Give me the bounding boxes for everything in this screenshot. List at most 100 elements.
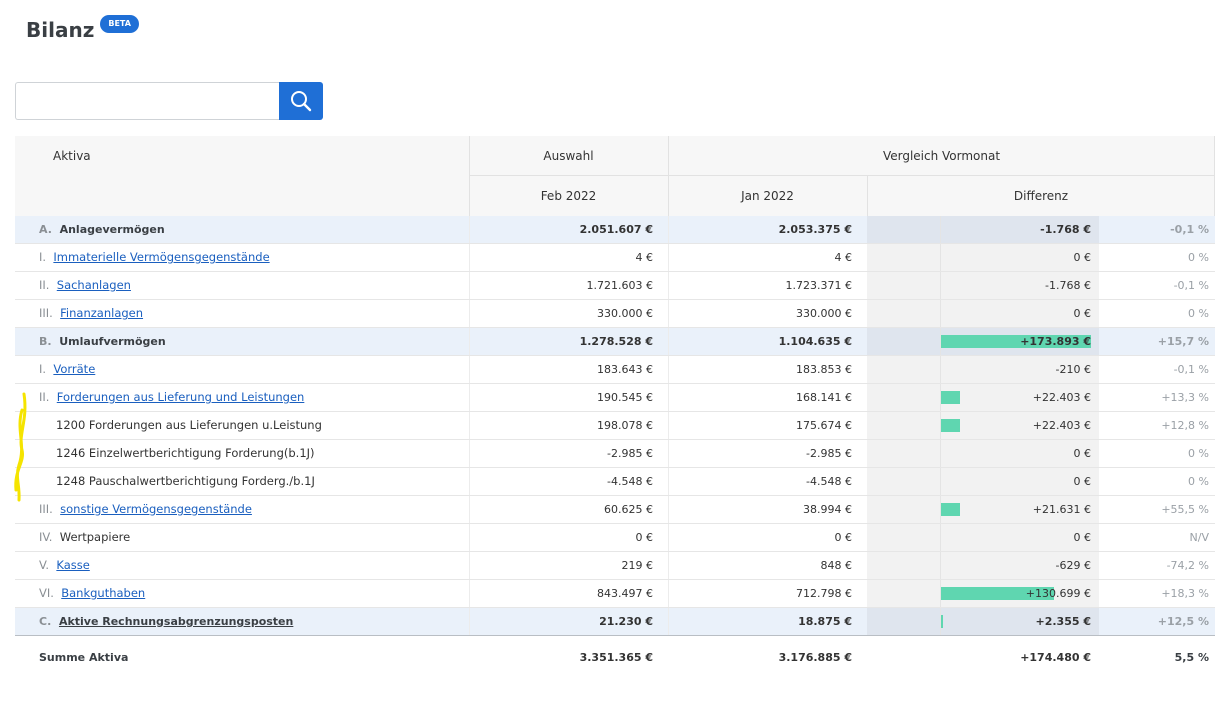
column-divider xyxy=(668,580,669,607)
row-link[interactable]: Kasse xyxy=(56,558,90,572)
value-pct: 0 % xyxy=(1188,475,1209,488)
diff-cell-background xyxy=(867,524,1099,551)
row-number: II. xyxy=(39,390,50,404)
row-label: I. Immaterielle Vermögensgegenstände xyxy=(39,244,270,271)
table-row: I. Immaterielle Vermögensgegenstände 4 € 4… xyxy=(15,244,1215,272)
header-aktiva: Aktiva xyxy=(53,149,91,163)
diff-cell-background xyxy=(867,244,1099,271)
value-feb: 0 € xyxy=(635,531,654,544)
row-text: 1246 Einzelwertberichtigung Forderung(b.… xyxy=(56,446,315,460)
difference-bar xyxy=(941,419,960,432)
column-divider xyxy=(668,608,669,635)
column-divider xyxy=(668,412,669,439)
value-pct: +18,3 % xyxy=(1161,587,1209,600)
row-label: 1246 Einzelwertberichtigung Forderung(b.… xyxy=(56,440,315,467)
value-diff: 0 € xyxy=(1073,251,1092,264)
summary-jan: 3.176.885 € xyxy=(778,651,852,664)
value-feb: 21.230 € xyxy=(599,615,653,628)
row-link[interactable]: Vorräte xyxy=(53,362,96,376)
page-title: Bilanz xyxy=(26,18,95,42)
diff-divider xyxy=(940,216,941,243)
search-icon xyxy=(291,91,312,112)
column-divider xyxy=(668,300,669,327)
row-link[interactable]: Bankguthaben xyxy=(61,586,146,600)
row-number: VI. xyxy=(39,586,54,600)
table-header-bottom: Feb 2022 Jan 2022 Differenz xyxy=(15,176,1215,216)
diff-divider xyxy=(940,384,941,411)
row-label: III. Finanzanlagen xyxy=(39,300,143,327)
diff-cell-background xyxy=(867,608,1099,635)
table-row: 1248 Pauschalwertberichtigung Forderg./b… xyxy=(15,468,1215,496)
highlighter-mark xyxy=(14,392,27,502)
row-link[interactable]: Immaterielle Vermögensgegenstände xyxy=(53,250,270,264)
diff-divider xyxy=(940,300,941,327)
row-link[interactable]: Finanzanlagen xyxy=(60,306,144,320)
row-link[interactable]: sonstige Vermögensgegenstände xyxy=(60,502,252,516)
column-divider xyxy=(668,468,669,495)
row-number: III. xyxy=(39,502,53,516)
value-diff: +21.631 € xyxy=(1032,503,1091,516)
column-divider xyxy=(469,552,470,579)
header-divider xyxy=(867,176,868,216)
header-divider xyxy=(668,136,669,216)
row-number: A. xyxy=(39,223,52,236)
value-jan: 1.104.635 € xyxy=(778,335,852,348)
search-bar xyxy=(15,82,323,120)
table-group-row: C. Aktive Rechnungsabgrenzungsposten 21.2… xyxy=(15,608,1215,636)
table-row: VI. Bankguthaben 843.497 € 712.798 € +130.6… xyxy=(15,580,1215,608)
value-feb: 1.721.603 € xyxy=(586,279,653,292)
value-diff: 0 € xyxy=(1073,475,1092,488)
row-label: A. Anlagevermögen xyxy=(39,216,165,243)
value-jan: 712.798 € xyxy=(796,587,852,600)
column-divider xyxy=(668,356,669,383)
row-label: VI. Bankguthaben xyxy=(39,580,145,607)
column-divider xyxy=(668,552,669,579)
value-feb: 60.625 € xyxy=(604,503,653,516)
diff-cell-background xyxy=(867,412,1099,439)
diff-cell-background xyxy=(867,272,1099,299)
column-divider xyxy=(668,272,669,299)
row-link[interactable]: Aktive Rechnungsabgrenzungsposten xyxy=(58,615,294,628)
summary-pct: 5,5 % xyxy=(1174,651,1209,664)
value-diff: +22.403 € xyxy=(1032,391,1091,404)
search-input[interactable] xyxy=(15,82,279,120)
table-row: III. sonstige Vermögensgegenstände 60.625… xyxy=(15,496,1215,524)
value-pct: -0,1 % xyxy=(1173,363,1209,376)
value-pct: -0,1 % xyxy=(1173,279,1209,292)
value-pct: +13,3 % xyxy=(1161,391,1209,404)
diff-divider xyxy=(940,580,941,607)
diff-divider xyxy=(940,608,941,635)
row-label: II. Forderungen aus Lieferung und Leistu… xyxy=(39,384,304,411)
value-diff: +173.893 € xyxy=(1020,335,1091,348)
value-jan: 4 € xyxy=(834,251,853,264)
value-diff: -629 € xyxy=(1055,559,1091,572)
column-divider xyxy=(469,328,470,355)
row-number: I. xyxy=(39,250,47,264)
table-row: 1246 Einzelwertberichtigung Forderung(b.… xyxy=(15,440,1215,468)
row-label: V. Kasse xyxy=(39,552,90,579)
value-feb: 330.000 € xyxy=(597,307,653,320)
value-pct: 0 % xyxy=(1188,447,1209,460)
diff-divider xyxy=(940,552,941,579)
header-divider xyxy=(469,175,1215,176)
diff-cell-background xyxy=(867,468,1099,495)
value-jan: 330.000 € xyxy=(796,307,852,320)
value-diff: -210 € xyxy=(1055,363,1091,376)
value-pct: +15,7 % xyxy=(1157,335,1209,348)
table-group-row: A. Anlagevermögen 2.051.607 € 2.053.375 € -… xyxy=(15,216,1215,244)
table-row: II. Forderungen aus Lieferung und Leistu… xyxy=(15,384,1215,412)
value-feb: 219 € xyxy=(621,559,654,572)
row-link[interactable]: Sachanlagen xyxy=(56,278,131,292)
value-diff: 0 € xyxy=(1073,531,1092,544)
value-diff: 0 € xyxy=(1073,447,1092,460)
search-button[interactable] xyxy=(279,82,323,120)
row-link[interactable]: Forderungen aus Lieferung und Leistungen xyxy=(56,390,305,404)
value-feb: 843.497 € xyxy=(597,587,653,600)
value-pct: N/V xyxy=(1189,531,1209,544)
page-header: Bilanz BETA xyxy=(26,14,139,46)
column-divider xyxy=(469,468,470,495)
table-row: III. Finanzanlagen 330.000 € 330.000 € 0 € 0… xyxy=(15,300,1215,328)
value-jan: -2.985 € xyxy=(806,447,852,460)
diff-divider xyxy=(940,412,941,439)
diff-cell-background xyxy=(867,216,1099,243)
